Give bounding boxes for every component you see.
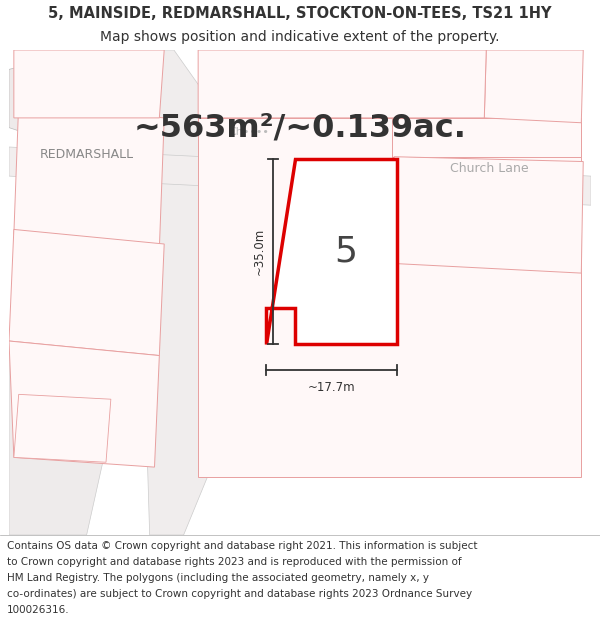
Text: 5: 5 <box>334 235 357 269</box>
Polygon shape <box>392 118 581 157</box>
Text: 100026316.: 100026316. <box>7 606 70 616</box>
Polygon shape <box>406 55 544 103</box>
Text: Map shows position and indicative extent of the property.: Map shows position and indicative extent… <box>100 31 500 44</box>
Text: Contains OS data © Crown copyright and database right 2021. This information is : Contains OS data © Crown copyright and d… <box>7 541 478 551</box>
Polygon shape <box>135 50 329 535</box>
Text: ~563m²/~0.139ac.: ~563m²/~0.139ac. <box>134 112 466 143</box>
Text: Church Lane: Church Lane <box>450 162 529 175</box>
Text: 5, MAINSIDE, REDMARSHALL, STOCKTON-ON-TEES, TS21 1HY: 5, MAINSIDE, REDMARSHALL, STOCKTON-ON-TE… <box>48 6 552 21</box>
Polygon shape <box>9 341 160 467</box>
Polygon shape <box>28 210 94 268</box>
Polygon shape <box>412 181 580 263</box>
Polygon shape <box>23 138 94 191</box>
Text: ~17.7m: ~17.7m <box>308 381 355 394</box>
Polygon shape <box>392 157 583 273</box>
Polygon shape <box>484 50 583 122</box>
Polygon shape <box>9 229 164 356</box>
Polygon shape <box>266 159 397 344</box>
Text: ~35.0m: ~35.0m <box>253 228 266 275</box>
Polygon shape <box>14 103 164 249</box>
Text: HM Land Registry. The polygons (including the associated geometry, namely x, y: HM Land Registry. The polygons (includin… <box>7 573 429 583</box>
Polygon shape <box>14 50 164 118</box>
Polygon shape <box>9 50 155 147</box>
Polygon shape <box>426 127 564 171</box>
Text: Ch••••: Ch•••• <box>228 127 269 138</box>
Polygon shape <box>14 394 111 462</box>
Text: co-ordinates) are subject to Crown copyright and database rights 2023 Ordnance S: co-ordinates) are subject to Crown copyr… <box>7 589 472 599</box>
Polygon shape <box>198 118 581 477</box>
Text: to Crown copyright and database rights 2023 and is reproduced with the permissio: to Crown copyright and database rights 2… <box>7 558 462 568</box>
Text: REDMARSHALL: REDMARSHALL <box>40 148 134 161</box>
Polygon shape <box>251 50 392 94</box>
Polygon shape <box>198 50 486 118</box>
Polygon shape <box>301 382 396 454</box>
Polygon shape <box>9 147 591 205</box>
Polygon shape <box>48 55 121 84</box>
Polygon shape <box>9 341 125 535</box>
